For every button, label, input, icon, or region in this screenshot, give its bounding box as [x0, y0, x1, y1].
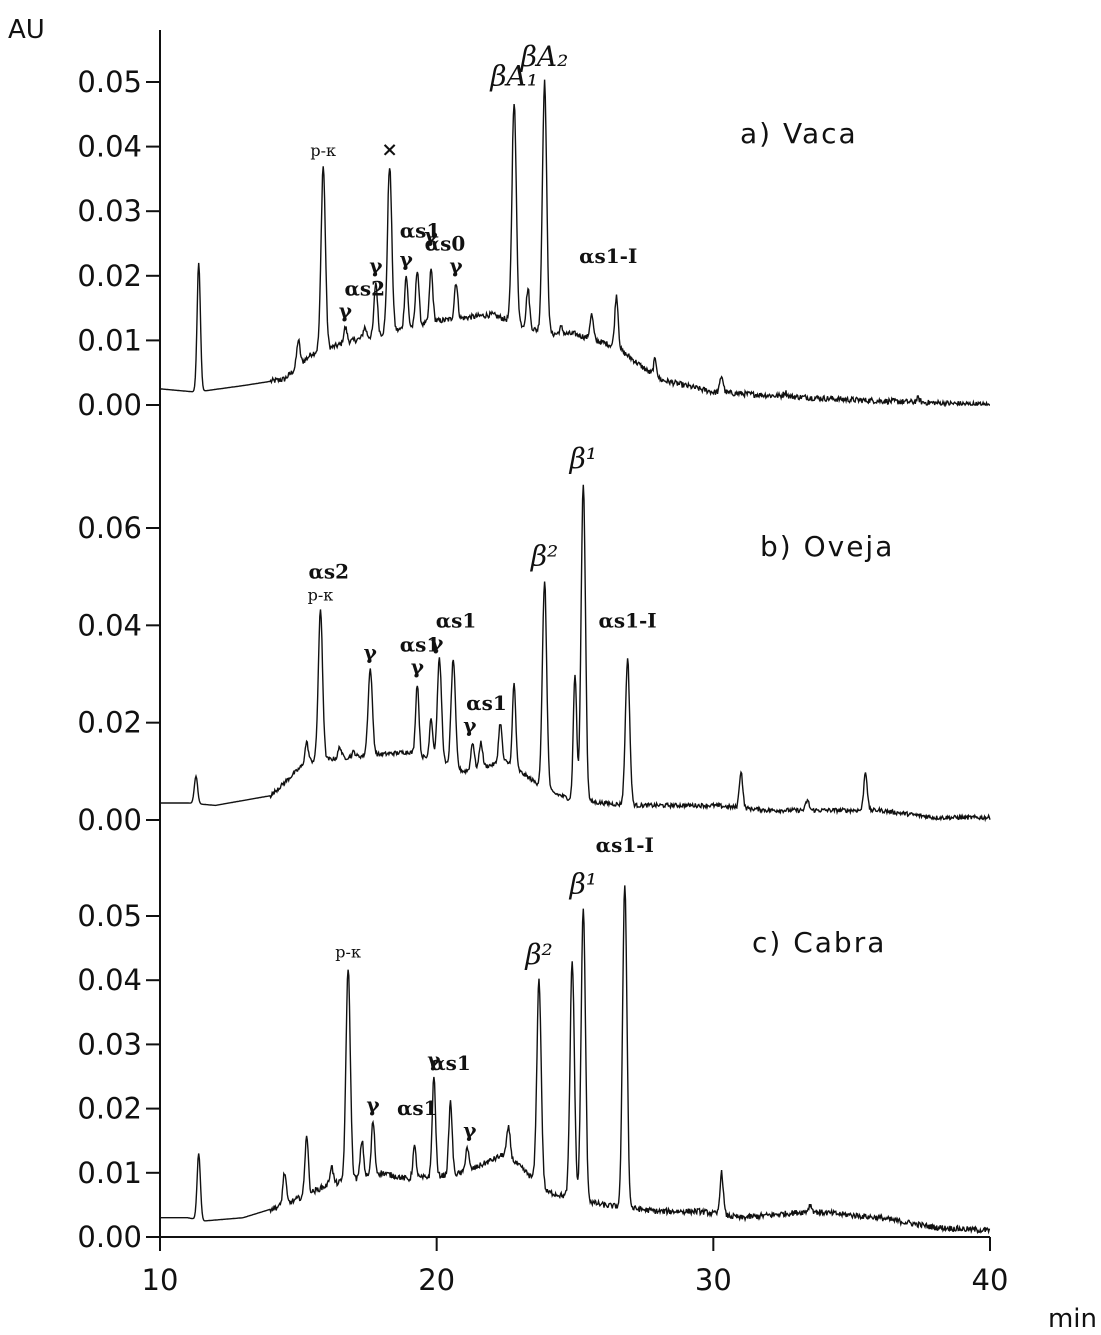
x-tick-label: 10: [142, 1263, 179, 1297]
peak-annotation: p-κ: [335, 942, 361, 961]
peak-annotation: β²: [524, 938, 552, 971]
y-tick-label: 0.02: [77, 1092, 142, 1126]
chromatogram-trace: [160, 79, 990, 408]
peak-annotation: γ: [449, 253, 463, 277]
y-tick-label: 0.05: [77, 65, 142, 99]
peak-annotation: αs1-I: [596, 833, 654, 857]
x-tick-label: 20: [418, 1263, 455, 1297]
x-axis-unit-label: min: [1048, 1304, 1097, 1334]
peak-annotation: γ: [400, 247, 414, 271]
panel-2: 0.00 0.02 0.04 0.06 b) Oveja p-κ β² β¹ αs1-I αs2 γ…: [77, 405, 991, 837]
peak-annotation: αs1: [397, 1096, 438, 1120]
peak-annotation: βA₁: [489, 59, 538, 92]
peak-annotation: β¹: [569, 442, 597, 475]
y-tick-label: 0.04: [77, 963, 142, 997]
peak-annotation: ×: [381, 137, 398, 161]
chromatogram-trace: [160, 484, 991, 823]
panel-label: a) Vaca: [740, 117, 858, 150]
peak-annotation: γ: [366, 1092, 380, 1116]
peak-annotation: αs2: [344, 276, 385, 300]
peak-annotation: γ: [430, 630, 444, 654]
y-tick-label: 0.03: [77, 1027, 142, 1061]
panel-1: 0.00 0.01 0.02 0.03 0.04 0.05 a) Vaca p-κ × βA₁βA…: [77, 30, 990, 422]
y-axis-unit-label: AU: [8, 15, 45, 45]
peak-annotation: p-κ: [308, 586, 334, 605]
peak-annotation: γ: [369, 253, 383, 277]
panel-label: c) Cabra: [752, 926, 886, 959]
y-tick-label: 0.00: [77, 803, 142, 837]
peak-annotation: β¹: [569, 868, 597, 901]
y-tick-label: 0.01: [77, 1156, 142, 1190]
y-tick-label: 0.00: [77, 1220, 142, 1254]
peak-annotation: αs1: [430, 1051, 471, 1075]
peak-annotation: γ: [411, 655, 425, 679]
peak-annotation: αs1-I: [598, 608, 656, 632]
y-tick-label: 0.01: [77, 323, 142, 357]
peak-annotation: αs1: [400, 218, 441, 242]
peak-annotation: γ: [427, 1048, 441, 1072]
peak-annotation: γ: [463, 1118, 477, 1142]
panel-label: b) Oveja: [760, 530, 894, 563]
peak-annotation: αs1: [466, 691, 507, 715]
peak-annotation: αs2: [308, 560, 349, 584]
x-tick-label: 30: [695, 1263, 732, 1297]
peak-annotation: γ: [339, 298, 353, 322]
y-tick-label: 0.04: [77, 130, 142, 164]
y-tick-label: 0.02: [77, 259, 142, 293]
x-axis: 10 20 30 40 min: [142, 1236, 1097, 1334]
chromatogram-trace: [160, 885, 991, 1235]
peak-annotation: β²: [530, 540, 558, 573]
y-tick-label: 0.05: [77, 899, 142, 933]
y-tick-label: 0.00: [77, 388, 142, 422]
peak-annotation: βA₂: [520, 40, 569, 73]
x-tick-label: 40: [972, 1263, 1009, 1297]
y-tick-label: 0.04: [77, 608, 142, 642]
peak-annotation: αs1: [436, 608, 477, 632]
y-tick-label: 0.02: [77, 706, 142, 740]
peak-annotation: p-κ: [310, 141, 336, 160]
peak-annotation: γ: [463, 713, 477, 737]
peak-annotation: αs1: [400, 633, 441, 657]
peak-annotation: γ: [425, 223, 439, 247]
peak-annotation: αs0: [425, 231, 466, 255]
y-tick-label: 0.06: [77, 511, 142, 545]
y-tick-label: 0.03: [77, 194, 142, 228]
peak-annotation: αs1-I: [579, 244, 637, 268]
peak-annotation: γ: [364, 640, 378, 664]
